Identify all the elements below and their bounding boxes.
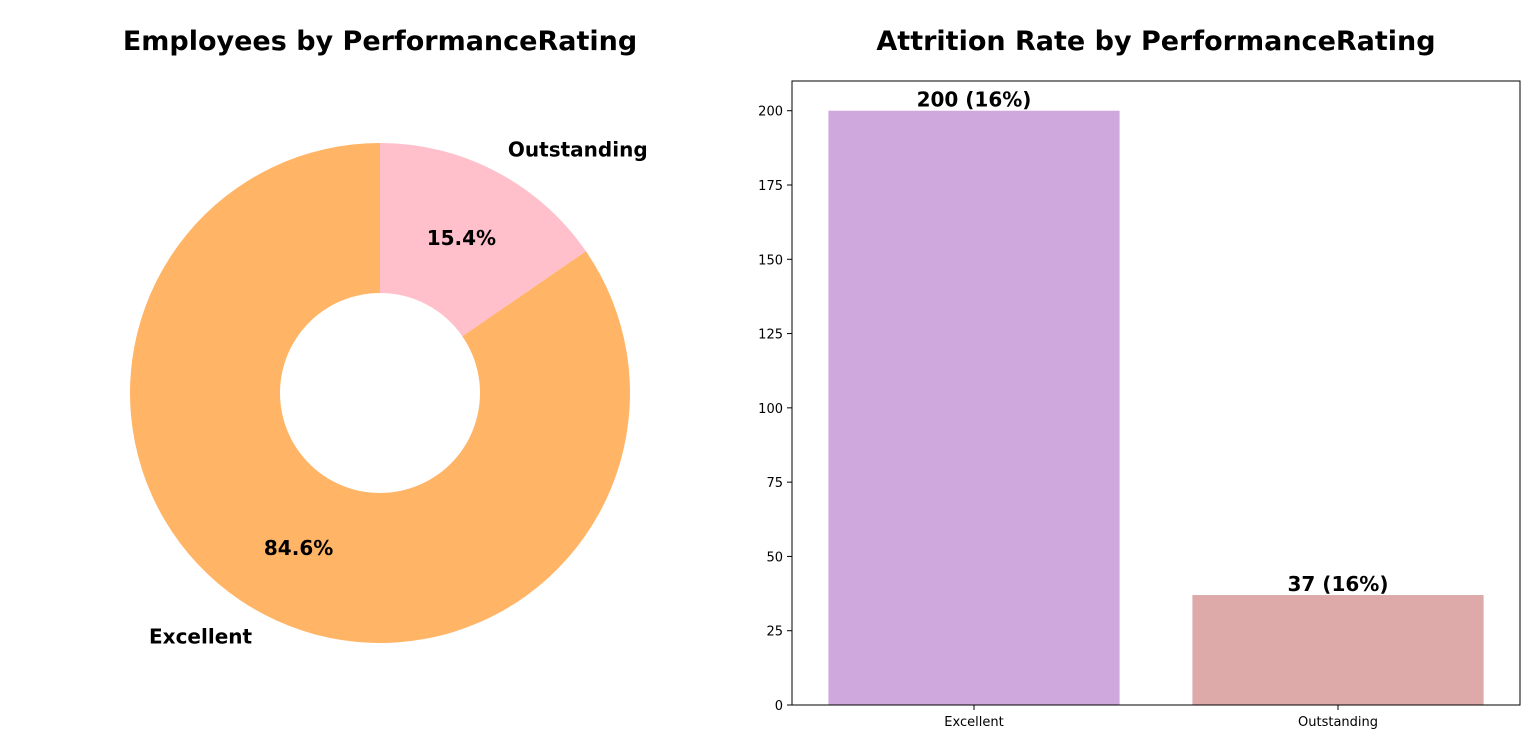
y-tick-label: 175 [758,179,783,194]
x-tick-label: Outstanding [1298,715,1378,730]
pie-pct-label: 15.4% [427,226,496,250]
x-tick-label: Excellent [944,715,1003,730]
bar-data-label: 200 (16%) [917,88,1032,112]
plot-frame [791,80,1521,706]
y-tick-label: 150 [758,253,783,268]
bar-chart-title: Attrition Rate by PerformanceRating [876,26,1436,57]
y-tick-label: 200 [758,105,783,120]
y-tick-label: 100 [758,402,783,417]
y-tick-label: 125 [758,328,783,343]
donut-chart: 84.6% Excellent 15.4% Outstanding [130,138,648,648]
y-tick-label: 25 [766,625,783,640]
pie-chart-title: Employees by PerformanceRating [122,26,638,57]
pie-category-label: Outstanding [508,138,648,162]
bar-outstanding [1192,595,1484,705]
y-tick-label: 0 [775,699,783,714]
pie-category-label: Excellent [149,624,252,648]
y-tick-label: 75 [766,476,783,491]
pie-pct-label: 84.6% [264,536,333,560]
bar-chart: 200 (16%) Excellent 37 (16%) Outstanding 0 25… [758,80,1521,730]
pie-slice-outstanding [380,143,586,337]
bar-data-label: 37 (16%) [1288,572,1389,596]
y-tick-label: 50 [766,550,783,565]
pie-slice-excellent [130,143,630,644]
bar-excellent [828,110,1120,705]
